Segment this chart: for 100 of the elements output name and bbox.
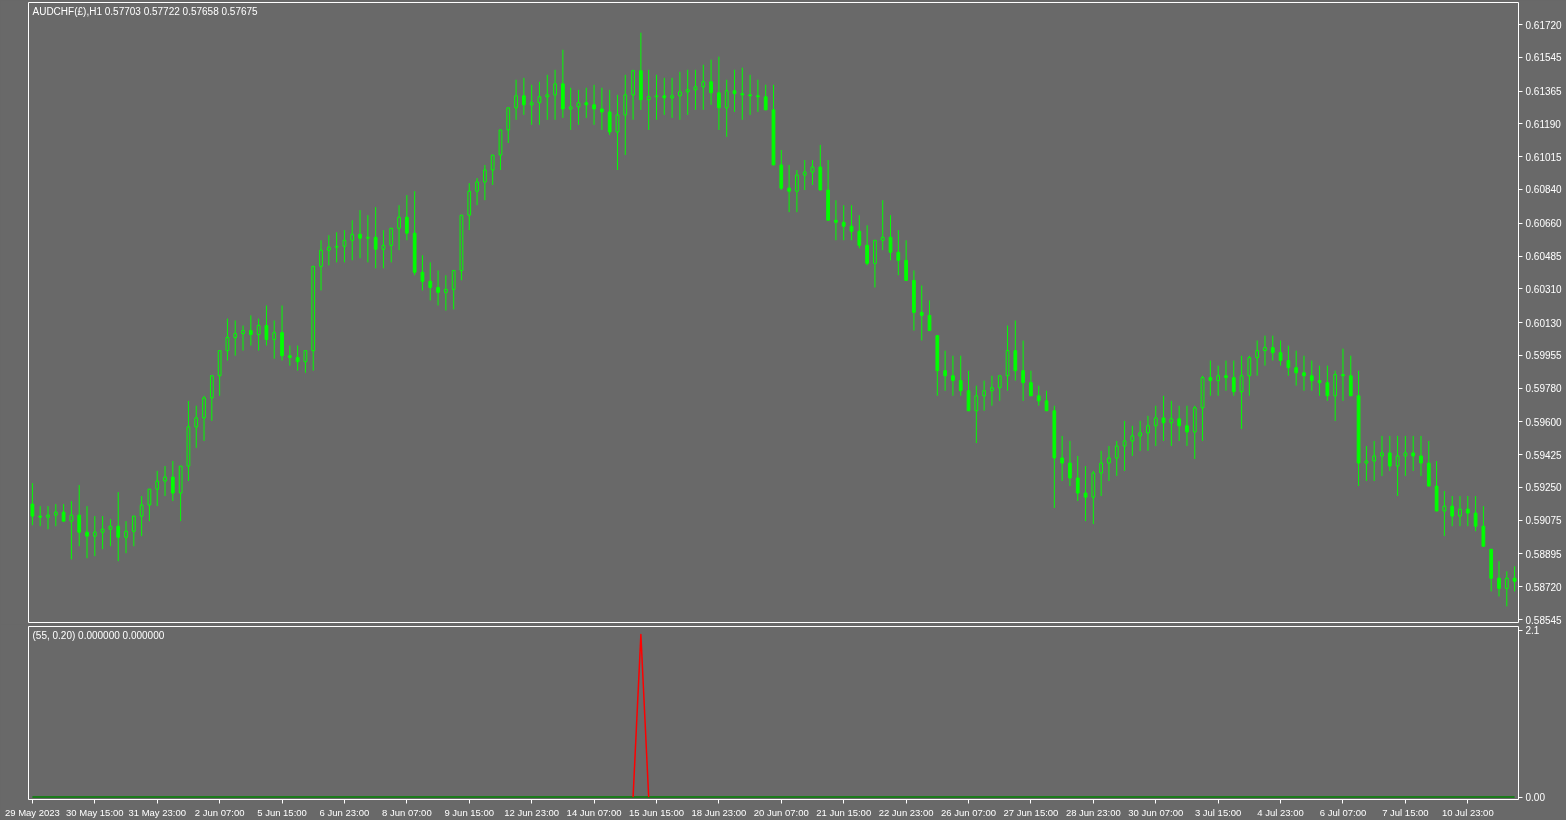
candlestick <box>857 214 862 249</box>
candlestick <box>810 159 815 186</box>
candlestick <box>92 515 97 557</box>
candlestick <box>1278 340 1283 367</box>
y-tick-label: 2.1 <box>1525 625 1540 637</box>
candlestick <box>225 318 230 362</box>
candlestick <box>927 299 932 332</box>
candlestick <box>1216 365 1221 397</box>
x-tick-label: 9 Jun 15:00 <box>444 806 495 818</box>
candlestick <box>1231 360 1236 397</box>
candlestick <box>1403 435 1408 477</box>
candlestick <box>709 59 713 106</box>
y-tick-label: 0.59955 <box>1525 350 1563 362</box>
candlestick <box>77 484 82 547</box>
y-tick-label: 0.60310 <box>1525 283 1563 295</box>
candlestick <box>756 79 760 113</box>
x-tick-label: 4 Jul 23:00 <box>1257 806 1304 818</box>
candlestick <box>537 81 542 126</box>
candlestick <box>1122 420 1127 472</box>
candlestick <box>1426 440 1431 487</box>
candlestick <box>194 405 199 449</box>
candlestick <box>490 154 495 186</box>
candlestick <box>124 520 128 554</box>
candlestick <box>1512 565 1517 592</box>
y-tick-label: 0.61365 <box>1525 86 1563 98</box>
candlestick <box>1075 455 1080 502</box>
candlestick <box>170 460 175 502</box>
y-tick-label: 0.58895 <box>1525 548 1563 560</box>
candlestick <box>678 71 682 121</box>
candlestick <box>1458 495 1462 527</box>
candlestick <box>1481 505 1486 547</box>
y-tick-label: 0.60840 <box>1525 184 1563 196</box>
x-tick-label: 18 Jun 23:00 <box>691 806 747 818</box>
candlestick <box>732 69 737 113</box>
candlestick <box>1021 340 1025 402</box>
candlestick <box>326 234 331 266</box>
candlestick <box>295 345 300 372</box>
candlestick <box>1068 440 1072 487</box>
candlestick <box>1029 370 1033 397</box>
candlestick <box>397 204 401 251</box>
candlestick <box>241 325 245 352</box>
candlestick <box>888 214 893 261</box>
candlestick <box>1013 319 1018 382</box>
candlestick <box>303 350 308 374</box>
x-tick-label: 6 Jul 07:00 <box>1319 806 1367 818</box>
candlestick <box>740 67 745 121</box>
candlestick <box>522 77 526 116</box>
candlestick <box>436 269 440 306</box>
candlestick <box>1083 465 1088 522</box>
candlestick <box>514 79 518 121</box>
candlestick <box>1161 395 1166 442</box>
candlestick <box>358 209 362 259</box>
candlestick <box>802 159 807 191</box>
candlestick <box>1411 435 1416 472</box>
y-tick-label: 0.59600 <box>1525 416 1563 428</box>
y-tick-label: 0.58545 <box>1525 614 1563 626</box>
x-tick-label: 30 Jun 07:00 <box>1128 806 1184 818</box>
candlestick <box>997 375 1002 402</box>
candlestick <box>623 74 628 156</box>
candlestick <box>584 87 589 119</box>
candlestick <box>787 164 791 213</box>
y-tick-label: 0.60660 <box>1525 218 1563 230</box>
candlestick <box>116 491 121 562</box>
candlestick <box>443 274 448 312</box>
candlestick <box>724 79 729 138</box>
candlestick <box>1348 355 1353 397</box>
x-tick-label: 27 Jun 15:00 <box>1003 806 1059 818</box>
candlestick <box>1138 420 1143 452</box>
candlestick <box>475 177 479 206</box>
candlestick <box>264 304 269 347</box>
candlestick <box>389 227 394 263</box>
x-tick-label: 21 Jun 15:00 <box>816 806 872 818</box>
candlestick <box>600 87 604 131</box>
candlestick <box>1263 335 1267 367</box>
candlestick <box>654 74 659 121</box>
candlestick <box>1146 415 1150 452</box>
candlestick <box>1419 435 1423 477</box>
candlestick <box>256 318 261 352</box>
candlestick <box>1317 365 1322 397</box>
y-tick-label: 0.61190 <box>1525 118 1562 130</box>
candlestick <box>1130 425 1135 457</box>
candlestick <box>287 345 292 367</box>
candlestick <box>763 84 768 111</box>
candlestick <box>420 254 425 291</box>
candlestick <box>1208 360 1213 397</box>
candlestick <box>701 64 706 111</box>
y-tick-label: 0.59425 <box>1525 449 1563 461</box>
candlestick <box>1060 435 1064 482</box>
y-tick-label: 0.59250 <box>1525 482 1563 494</box>
candlestick <box>506 107 511 144</box>
candlestick <box>373 206 378 269</box>
candlestick <box>272 319 277 360</box>
candlestick <box>100 515 105 550</box>
candlestick <box>1239 355 1244 430</box>
x-tick-label: 8 Jun 07:00 <box>382 806 432 818</box>
candlestick <box>131 515 136 547</box>
x-tick-label: 7 Jul 15:00 <box>1382 806 1429 818</box>
candlestick <box>342 229 347 263</box>
candlestick <box>1286 345 1291 377</box>
candlestick <box>1465 495 1470 527</box>
